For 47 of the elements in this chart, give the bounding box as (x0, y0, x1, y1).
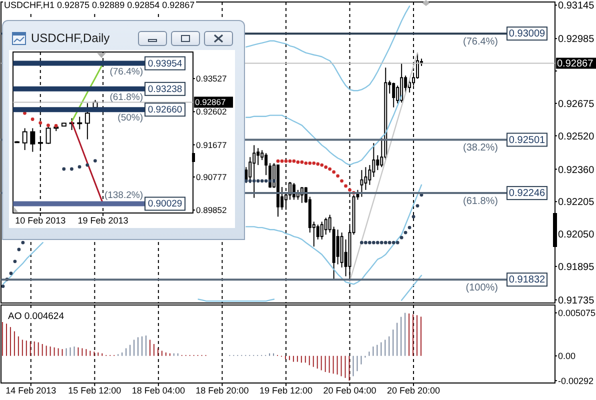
annotation: (61.8%) (462, 196, 498, 208)
ref-line-label: 0.92246 (508, 188, 546, 200)
x-tick-label: 19 Feb 12:00 (259, 385, 312, 396)
y-tick-label: 0.92205 (558, 197, 595, 208)
annotation: (50%) (118, 112, 143, 124)
ref-line-label: 0.92867 (557, 58, 594, 70)
y-tick-label: 0.005075 (558, 308, 596, 318)
y-tick-label: 0.89852 (196, 205, 227, 216)
y-tick-label: 0.92360 (558, 164, 595, 176)
y-tick-label: 0.93527 (196, 74, 227, 84)
ref-line-label: 0.92660 (148, 104, 182, 116)
text: AO 0.004624 (7, 311, 65, 322)
x-tick-label: 18 Feb 20:00 (196, 385, 249, 396)
y-tick-label: 0.92050 (558, 230, 595, 241)
chart-title: USDCHF,Daily (31, 31, 110, 46)
x-tick-label: 19 Feb 2013 (78, 215, 128, 226)
y-tick-label: 0.00 (558, 351, 576, 362)
y-tick-label: 0.92675 (558, 98, 595, 110)
annotation: (38.2%) (462, 142, 498, 154)
y-tick-label: -0.00292 (558, 376, 594, 386)
x-tick-label: 15 Feb 12:00 (68, 385, 122, 396)
y-tick-label: 0.91735 (558, 295, 595, 306)
ref-line-label: 0.91832 (508, 274, 546, 286)
ref-line-label: 0.93238 (148, 84, 182, 95)
y-tick-label: 0.91895 (558, 262, 595, 273)
y-tick-label: 0.90777 (196, 172, 227, 182)
ref-line-label: 0.93954 (148, 58, 182, 70)
y-tick-label: 0.92602 (196, 106, 227, 117)
annotation: (61.8%) (110, 92, 143, 103)
ref-line-label: 0.90029 (148, 198, 182, 210)
x-tick-label: 18 Feb 04:00 (132, 385, 185, 396)
y-tick-label: 0.92985 (558, 34, 595, 46)
ref-line-label: 0.92501 (508, 134, 546, 146)
x-tick-label: 20 Feb 04:00 (323, 385, 376, 396)
ref-line-label: 0.92867 (195, 96, 226, 107)
annotation: (76.4%) (110, 66, 143, 78)
y-tick-label: 0.93145 (558, 0, 595, 12)
y-tick-label: 0.92520 (558, 131, 595, 142)
annotation: (100%) (466, 282, 498, 294)
annotation: (138.2%) (104, 190, 143, 202)
x-tick-label: 14 Feb 2013 (6, 385, 56, 396)
ref-line-label: 0.93009 (508, 28, 546, 40)
annotation: (76.4%) (462, 36, 498, 48)
chart-title: USDCHF,H1 0.92875 0.92889 0.92854 0.92867 (3, 0, 196, 11)
x-tick-label: 10 Feb 2013 (15, 215, 66, 226)
y-tick-label: 0.91677 (196, 140, 227, 150)
x-tick-label: 20 Feb 20:00 (386, 385, 440, 396)
